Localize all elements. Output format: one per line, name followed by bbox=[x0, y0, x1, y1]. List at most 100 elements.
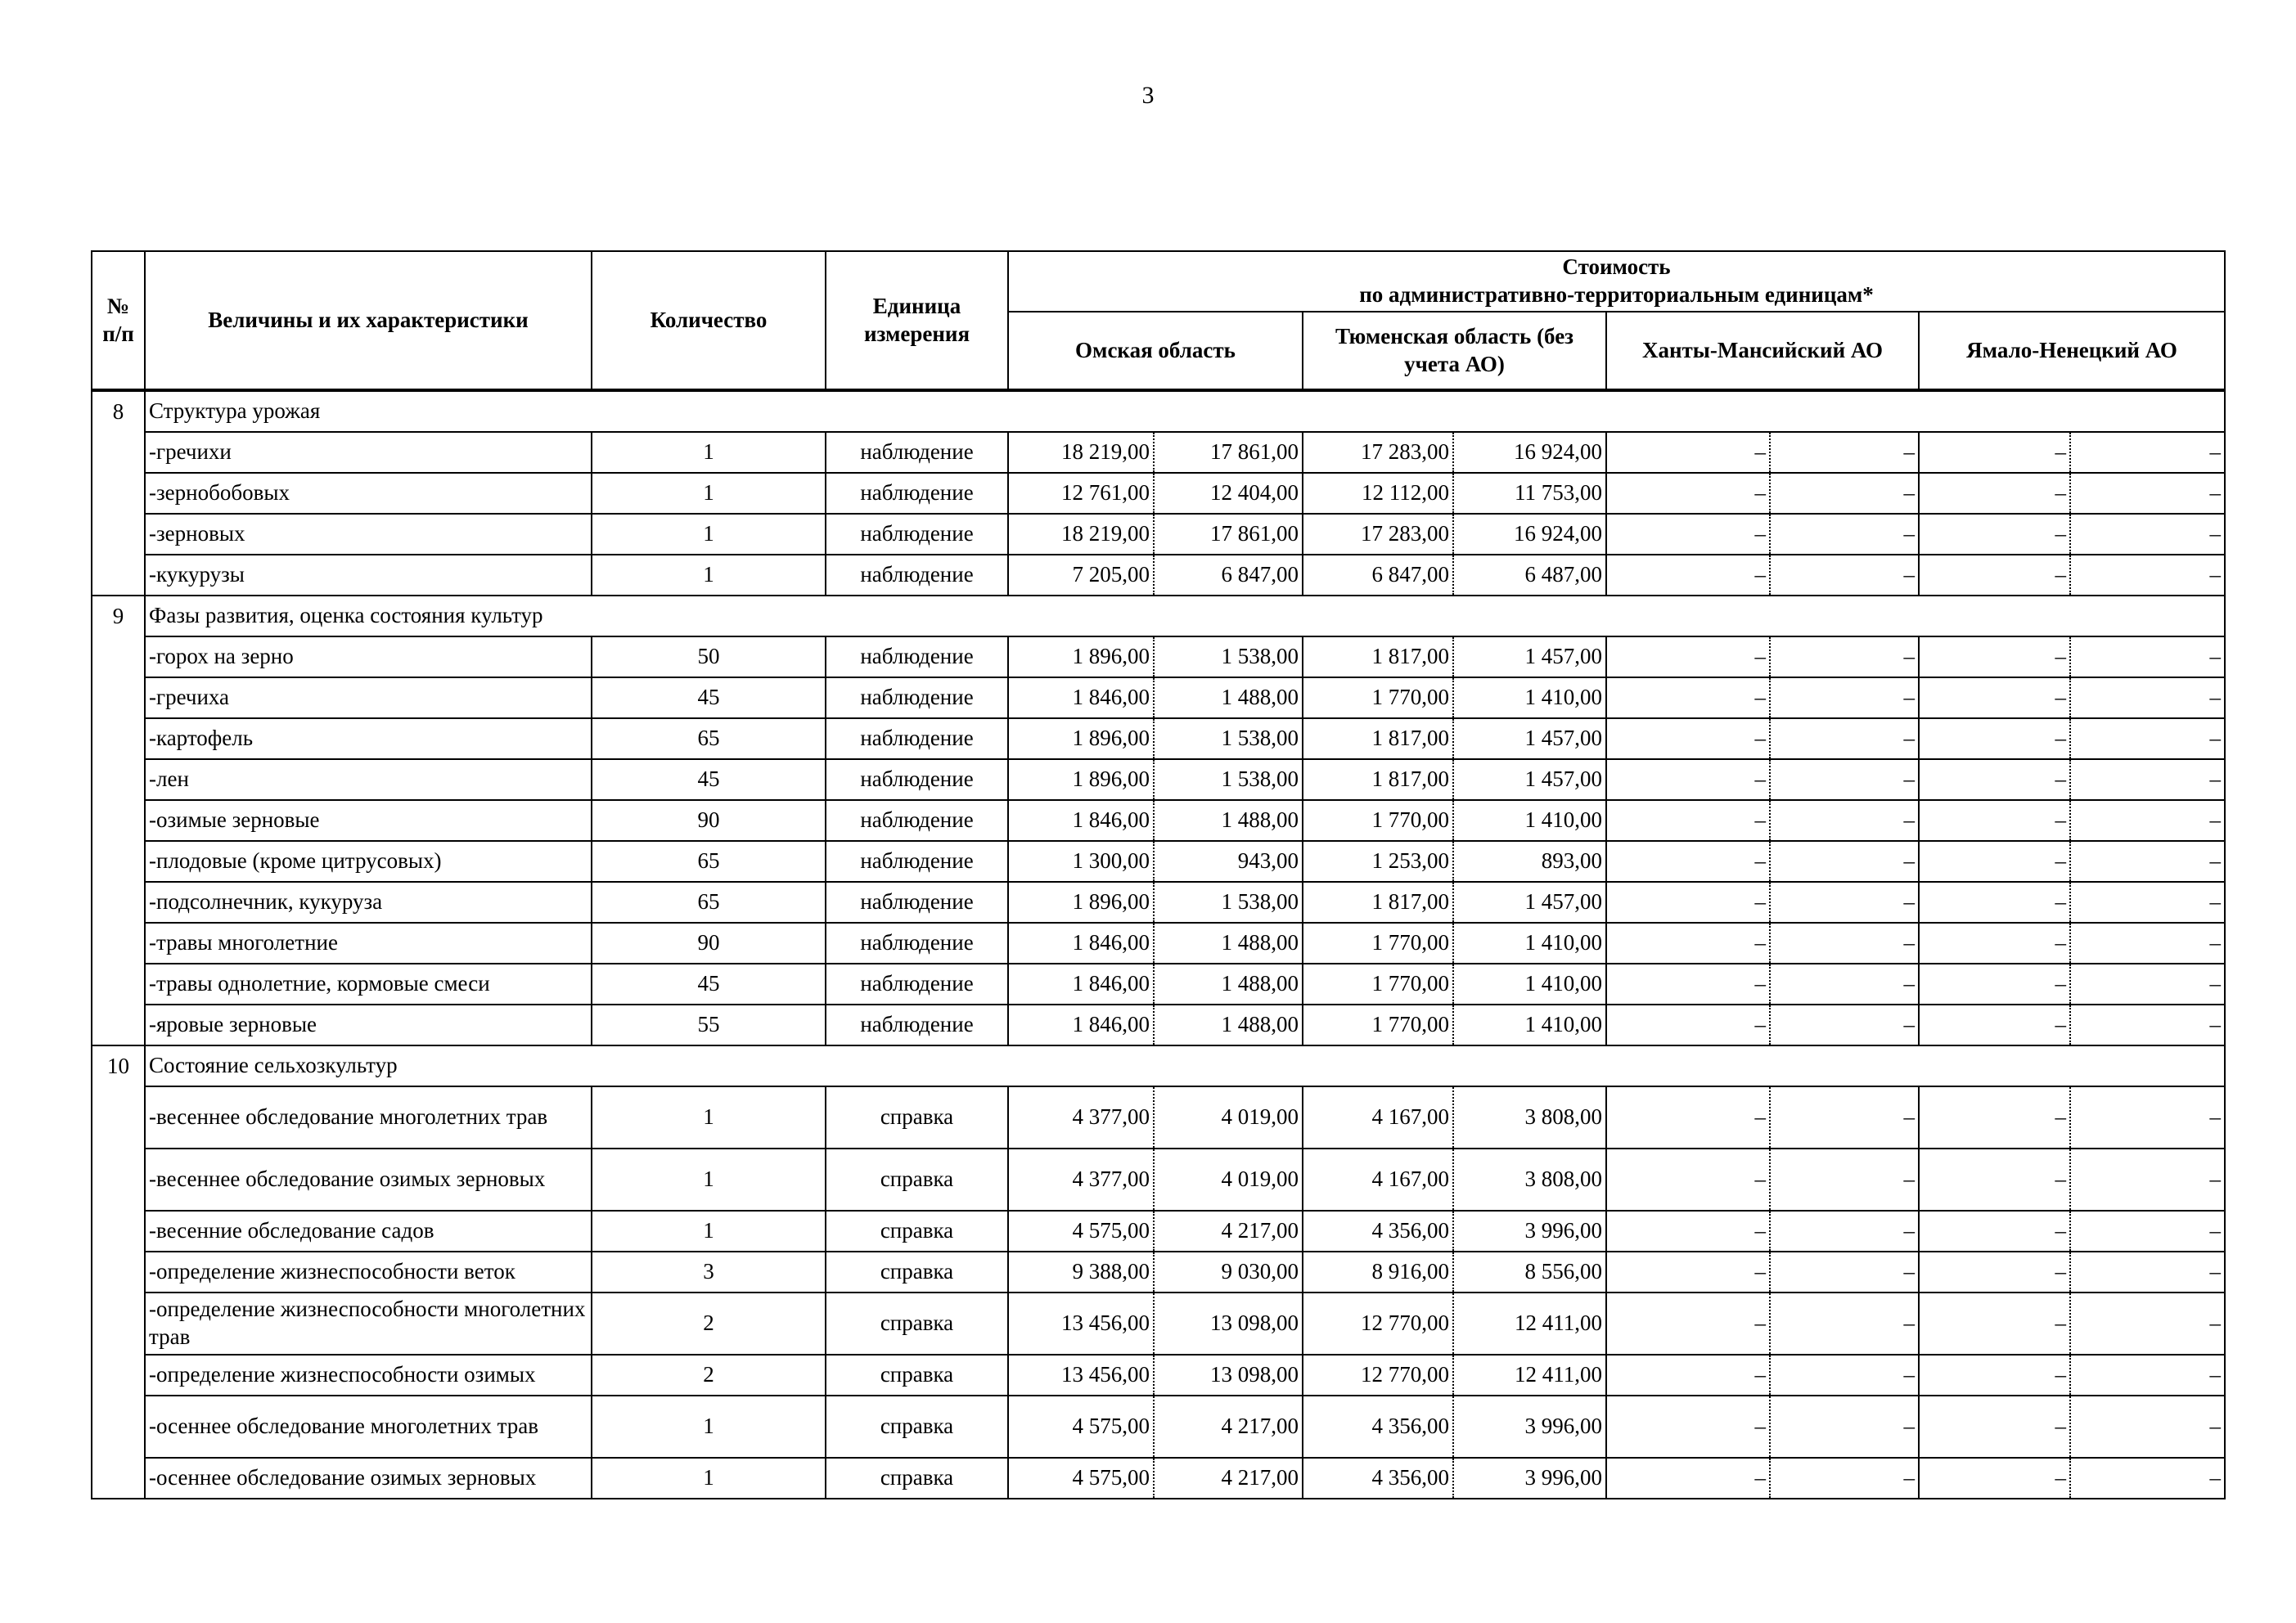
section-row: 10 Состояние сельхозкультур bbox=[91, 1045, 2226, 1499]
section-row: 8 Структура урожая bbox=[91, 389, 2226, 596]
item-quantity: 2 bbox=[591, 1292, 826, 1355]
cost-value: – bbox=[2069, 963, 2226, 1005]
cost-value: 16 924,00 bbox=[1452, 513, 1607, 555]
table-row: -подсолнечник, кукуруза 65 наблюдение 1 896… bbox=[92, 881, 2226, 924]
cost-value: 8 556,00 bbox=[1452, 1251, 1607, 1293]
item-unit: наблюдение bbox=[825, 677, 1009, 719]
cost-value: 1 817,00 bbox=[1302, 717, 1454, 760]
cost-value: 4 356,00 bbox=[1302, 1395, 1454, 1459]
cost-value: – bbox=[1605, 1210, 1771, 1252]
cost-value: 3 996,00 bbox=[1452, 1395, 1607, 1459]
item-unit: наблюдение bbox=[825, 799, 1009, 842]
cost-value: 4 019,00 bbox=[1153, 1086, 1303, 1149]
cost-value: 12 411,00 bbox=[1452, 1354, 1607, 1396]
cost-value: 1 488,00 bbox=[1153, 799, 1303, 842]
section-title: Состояние сельхозкультур bbox=[143, 1045, 2226, 1087]
cost-value: – bbox=[2069, 1251, 2226, 1293]
table-row: -зерновых 1 наблюдение 18 219,00 17 861,00 17… bbox=[92, 513, 2226, 555]
item-unit: справка bbox=[825, 1292, 1009, 1355]
cost-value: 1 410,00 bbox=[1452, 963, 1607, 1005]
cost-value: 1 846,00 bbox=[1007, 799, 1155, 842]
cost-value: – bbox=[1605, 758, 1771, 801]
item-name: -плодовые (кроме цитрусовых) bbox=[144, 840, 592, 883]
cost-value: 12 770,00 bbox=[1302, 1292, 1454, 1355]
header-num: № п/п bbox=[91, 250, 146, 391]
item-unit: справка bbox=[825, 1354, 1009, 1396]
item-name: -озимые зерновые bbox=[144, 799, 592, 842]
cost-value: – bbox=[1918, 472, 2071, 515]
item-unit: наблюдение bbox=[825, 963, 1009, 1005]
cost-value: – bbox=[2069, 1395, 2226, 1459]
table-row: -плодовые (кроме цитрусовых) 65 наблюдение… bbox=[92, 840, 2226, 883]
item-name: -зерновых bbox=[144, 513, 592, 555]
header-cost-title: Стоимость bbox=[1562, 254, 1671, 280]
cost-value: 1 253,00 bbox=[1302, 840, 1454, 883]
cost-value: 12 761,00 bbox=[1007, 472, 1155, 515]
cost-value: 4 217,00 bbox=[1153, 1210, 1303, 1252]
cost-value: 7 205,00 bbox=[1007, 554, 1155, 596]
cost-value: 1 817,00 bbox=[1302, 636, 1454, 678]
cost-value: – bbox=[1605, 1457, 1771, 1499]
cost-value: 13 098,00 bbox=[1153, 1292, 1303, 1355]
cost-value: – bbox=[2069, 1457, 2226, 1499]
cost-value: 18 219,00 bbox=[1007, 431, 1155, 474]
item-name: -кукурузы bbox=[144, 554, 592, 596]
item-name: -осеннее обследование многолетних трав bbox=[144, 1395, 592, 1459]
item-unit: наблюдение bbox=[825, 513, 1009, 555]
cost-value: – bbox=[1918, 799, 2071, 842]
cost-value: – bbox=[1605, 717, 1771, 760]
item-unit: наблюдение bbox=[825, 472, 1009, 515]
cost-value: 1 846,00 bbox=[1007, 677, 1155, 719]
cost-value: – bbox=[1605, 431, 1771, 474]
cost-value: – bbox=[2069, 799, 2226, 842]
cost-value: – bbox=[1605, 922, 1771, 964]
item-quantity: 50 bbox=[591, 636, 826, 678]
cost-value: 13 098,00 bbox=[1153, 1354, 1303, 1396]
cost-value: – bbox=[1769, 1086, 1920, 1149]
table-row: -осеннее обследование озимых зерновых 1 сп… bbox=[92, 1457, 2226, 1499]
cost-value: – bbox=[1769, 963, 1920, 1005]
cost-value: – bbox=[1605, 1004, 1771, 1046]
cost-value: – bbox=[1918, 1086, 2071, 1149]
cost-value: 1 770,00 bbox=[1302, 1004, 1454, 1046]
cost-value: – bbox=[1769, 1457, 1920, 1499]
cost-value: 1 410,00 bbox=[1452, 799, 1607, 842]
cost-value: – bbox=[2069, 1004, 2226, 1046]
table-row: -яровые зерновые 55 наблюдение 1 846,00 1 48… bbox=[92, 1004, 2226, 1046]
cost-value: 1 457,00 bbox=[1452, 758, 1607, 801]
cost-value: – bbox=[2069, 636, 2226, 678]
item-name: -подсолнечник, кукуруза bbox=[144, 881, 592, 924]
item-quantity: 1 bbox=[591, 1395, 826, 1459]
cost-value: – bbox=[1605, 1395, 1771, 1459]
table-row: -осеннее обследование многолетних трав 1 с… bbox=[92, 1395, 2226, 1459]
item-quantity: 1 bbox=[591, 1086, 826, 1149]
cost-value: – bbox=[1918, 1395, 2071, 1459]
item-quantity: 1 bbox=[591, 1457, 826, 1499]
cost-value: 1 488,00 bbox=[1153, 1004, 1303, 1046]
item-name: -травы многолетние bbox=[144, 922, 592, 964]
cost-value: 9 030,00 bbox=[1153, 1251, 1303, 1293]
cost-value: 18 219,00 bbox=[1007, 513, 1155, 555]
header-unit: Единица измерения bbox=[825, 250, 1009, 391]
item-name: -лен bbox=[144, 758, 592, 801]
table-header: № п/п Величины и их характеристики Колич… bbox=[91, 250, 2226, 391]
item-quantity: 3 bbox=[591, 1251, 826, 1293]
section-number: 8 bbox=[91, 389, 146, 596]
section-number: 10 bbox=[91, 1045, 146, 1499]
cost-value: – bbox=[2069, 431, 2226, 474]
section-row: 9 Фазы развития, оценка состояния культур bbox=[91, 595, 2226, 1046]
item-unit: справка bbox=[825, 1251, 1009, 1293]
cost-value: – bbox=[1918, 1457, 2071, 1499]
table-row: -весеннее обследование озимых зерновых 1 с… bbox=[92, 1148, 2226, 1212]
cost-value: – bbox=[1605, 636, 1771, 678]
price-table: № п/п Величины и их характеристики Колич… bbox=[91, 250, 2226, 1499]
cost-value: 4 356,00 bbox=[1302, 1457, 1454, 1499]
table-row: -лен 45 наблюдение 1 896,00 1 538,00 1 817,00… bbox=[92, 758, 2226, 801]
cost-value: – bbox=[1918, 1251, 2071, 1293]
cost-value: – bbox=[1918, 1004, 2071, 1046]
cost-value: 3 996,00 bbox=[1452, 1457, 1607, 1499]
item-name: -определение жизнеспособности многолетни… bbox=[144, 1292, 592, 1355]
page-number: 3 bbox=[1141, 82, 1155, 109]
cost-value: – bbox=[2069, 513, 2226, 555]
cost-value: – bbox=[1769, 1395, 1920, 1459]
